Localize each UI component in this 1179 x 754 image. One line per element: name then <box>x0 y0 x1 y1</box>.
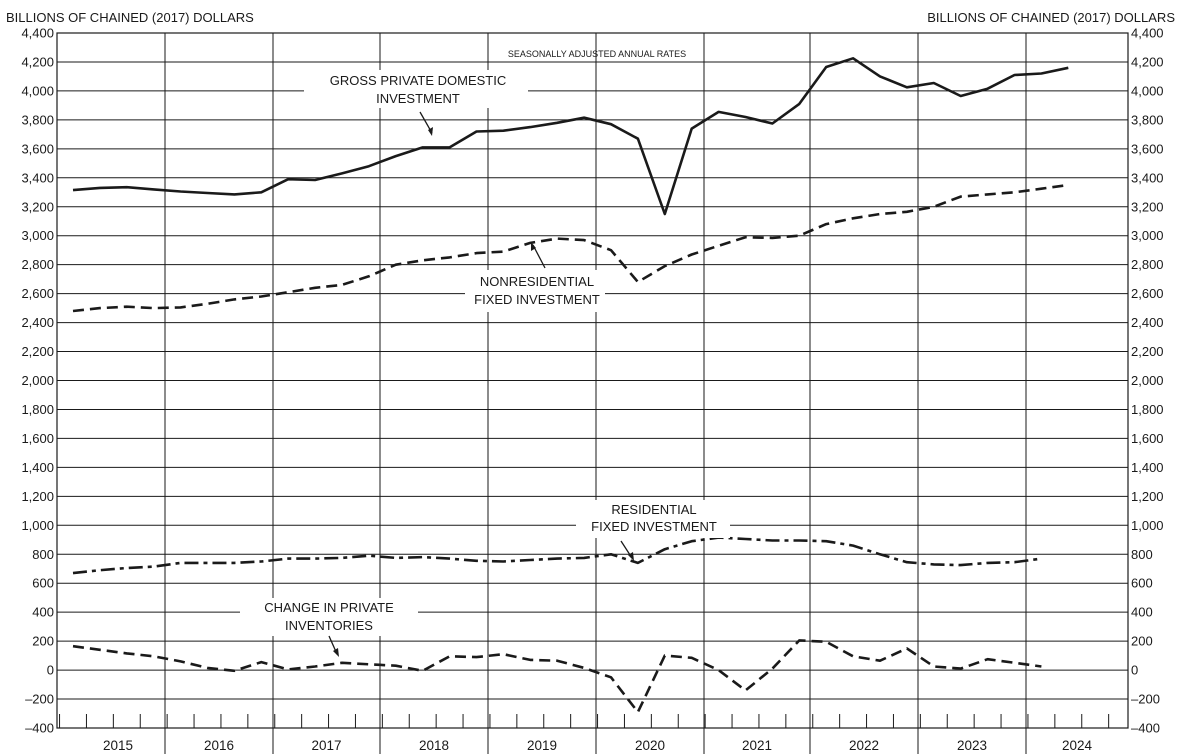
y-tick-label-right: 4,200 <box>1131 54 1164 69</box>
right-axis-unit-label: BILLIONS OF CHAINED (2017) DOLLARS <box>927 10 1175 25</box>
y-tick-label-right: 2,800 <box>1131 257 1164 272</box>
left-axis-unit-label: BILLIONS OF CHAINED (2017) DOLLARS <box>6 10 254 25</box>
x-year-label: 2017 <box>311 738 341 753</box>
x-year-label: 2018 <box>419 738 449 753</box>
y-tick-label-left: 4,000 <box>21 83 54 98</box>
y-tick-label-left: 1,000 <box>21 518 54 533</box>
y-tick-label-right: –400 <box>1131 721 1160 736</box>
y-tick-label-left: 4,400 <box>21 26 54 41</box>
annotation-nonres-line2: FIXED INVESTMENT <box>474 292 600 307</box>
y-tick-label-left: 0 <box>47 663 54 678</box>
annotation-nonres-line1: NONRESIDENTIAL <box>480 274 594 289</box>
x-year-label: 2020 <box>635 738 665 753</box>
annotation-res: RESIDENTIAL FIXED INVESTMENT <box>576 500 730 561</box>
gridlines <box>57 32 1128 729</box>
y-tick-label-right: 1,400 <box>1131 460 1164 475</box>
series-line-3 <box>72 536 1042 575</box>
y-tick-label-right: 3,000 <box>1131 228 1164 243</box>
y-tick-label-left: 3,400 <box>21 170 54 185</box>
annotation-gross-line2: INVESTMENT <box>376 91 460 106</box>
x-year-label: 2024 <box>1062 738 1093 753</box>
annotation-res-line2: FIXED INVESTMENT <box>591 519 717 534</box>
y-tick-label-left: 2,800 <box>21 257 54 272</box>
annotation-inv-line1: CHANGE IN PRIVATE <box>264 600 394 615</box>
annotation-inv: CHANGE IN PRIVATE INVENTORIES <box>240 598 418 657</box>
y-tick-label-left: 800 <box>32 547 54 562</box>
x-year-label: 2019 <box>527 738 557 753</box>
y-tick-label-left: 2,200 <box>21 344 54 359</box>
series-line-1 <box>72 56 1069 216</box>
x-year-label: 2021 <box>742 738 772 753</box>
annotation-nonres: NONRESIDENTIAL FIXED INVESTMENT <box>465 242 605 312</box>
annotation-gross: GROSS PRIVATE DOMESTIC INVESTMENT <box>304 70 528 136</box>
annotation-gross-line1: GROSS PRIVATE DOMESTIC <box>330 73 506 88</box>
y-tick-label-left: 2,400 <box>21 315 54 330</box>
y-tick-label-left: –400 <box>25 721 54 736</box>
y-tick-label-right: 1,800 <box>1131 402 1164 417</box>
y-tick-label-right: 600 <box>1131 576 1153 591</box>
y-tick-label-right: 1,200 <box>1131 489 1164 504</box>
y-tick-label-left: 2,000 <box>21 373 54 388</box>
y-tick-label-left: 1,200 <box>21 489 54 504</box>
y-tick-label-right: 1,600 <box>1131 431 1164 446</box>
y-tick-label-right: 200 <box>1131 634 1153 649</box>
y-tick-label-left: 2,600 <box>21 286 54 301</box>
annotation-res-line1: RESIDENTIAL <box>611 502 696 517</box>
y-tick-label-left: 3,000 <box>21 228 54 243</box>
x-axis: 2015 2016 2017 2018 2019 2020 2021 2022 2023 2024 <box>59 714 1110 753</box>
x-year-label: 2015 <box>103 738 133 753</box>
y-tick-label-left: 400 <box>32 605 54 620</box>
y-tick-label-right: 3,800 <box>1131 112 1164 127</box>
series-line-2 <box>72 183 1069 313</box>
y-tick-label-right: 4,400 <box>1131 26 1164 41</box>
y-tick-label-left: 1,600 <box>21 431 54 446</box>
y-tick-label-right: –200 <box>1131 692 1160 707</box>
series-lines <box>72 56 1069 714</box>
y-tick-label-right: 2,000 <box>1131 373 1164 388</box>
y-tick-label-left: –200 <box>25 692 54 707</box>
y-tick-label-right: 3,200 <box>1131 199 1164 214</box>
x-year-label: 2022 <box>849 738 879 753</box>
series-line-4 <box>72 639 1042 714</box>
x-year-label: 2016 <box>204 738 234 753</box>
seasonally-adjusted-note: SEASONALLY ADJUSTED ANNUAL RATES <box>508 49 686 59</box>
x-year-label: 2023 <box>957 738 987 753</box>
y-tick-label-right: 400 <box>1131 605 1153 620</box>
y-tick-label-right: 2,200 <box>1131 344 1164 359</box>
y-tick-label-left: 1,800 <box>21 402 54 417</box>
y-tick-label-right: 2,400 <box>1131 315 1164 330</box>
y-tick-label-left: 4,200 <box>21 54 54 69</box>
right-y-tick-labels: 4,400 4,200 4,000 3,800 3,600 3,400 3,200 3,000… <box>1131 26 1164 736</box>
plot-frame <box>56 32 1129 729</box>
y-tick-label-left: 3,800 <box>21 112 54 127</box>
y-tick-label-right: 4,000 <box>1131 83 1164 98</box>
y-tick-label-right: 0 <box>1131 663 1138 678</box>
y-tick-label-left: 600 <box>32 576 54 591</box>
y-tick-label-left: 3,200 <box>21 199 54 214</box>
left-y-tick-labels: 4,400 4,200 4,000 3,800 3,600 3,400 3,200 3,000… <box>21 26 54 736</box>
y-tick-label-right: 800 <box>1131 547 1153 562</box>
y-tick-label-right: 2,600 <box>1131 286 1164 301</box>
y-tick-label-right: 3,400 <box>1131 170 1164 185</box>
y-tick-label-left: 3,600 <box>21 141 54 156</box>
year-gridlines <box>164 33 1027 754</box>
y-tick-label-right: 3,600 <box>1131 141 1164 156</box>
y-tick-label-left: 200 <box>32 634 54 649</box>
y-tick-label-right: 1,000 <box>1131 518 1164 533</box>
y-tick-label-left: 1,400 <box>21 460 54 475</box>
annotation-inv-line2: INVENTORIES <box>285 618 373 633</box>
